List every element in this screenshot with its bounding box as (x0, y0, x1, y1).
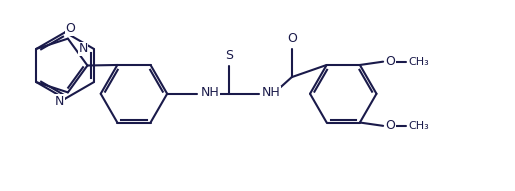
Text: O: O (385, 55, 396, 68)
Text: O: O (385, 119, 396, 132)
Text: N: N (78, 42, 88, 55)
Text: N: N (55, 95, 64, 108)
Text: CH₃: CH₃ (409, 121, 430, 131)
Text: O: O (287, 32, 297, 45)
Text: NH: NH (200, 86, 219, 99)
Text: O: O (65, 22, 75, 35)
Text: S: S (225, 49, 233, 62)
Text: NH: NH (262, 86, 281, 99)
Text: CH₃: CH₃ (409, 57, 430, 67)
